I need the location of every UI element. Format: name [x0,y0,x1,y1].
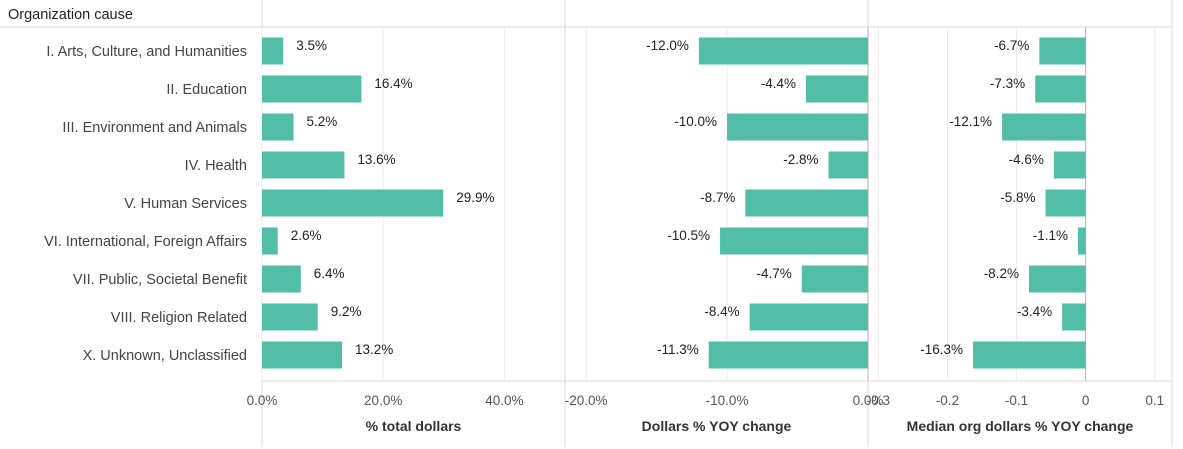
bar [262,151,345,179]
data-label: 16.4% [374,76,412,91]
data-label: -2.8% [783,152,818,167]
axis-title: Dollars % YOY change [642,418,792,434]
bar [1053,151,1086,179]
data-label: 13.6% [357,152,395,167]
tick-label: 0.1 [1145,393,1164,408]
data-label: -8.7% [700,190,735,205]
data-label: -10.0% [674,114,717,129]
data-label: -6.7% [994,38,1029,53]
tick-label: 40.0% [485,393,523,408]
bar [262,189,444,217]
bar [720,227,868,255]
data-label: -7.3% [990,76,1025,91]
data-label: 6.4% [314,266,345,281]
category-label: II. Education [166,82,247,98]
category-label: III. Environment and Animals [62,120,247,136]
tick-label: 0.0% [853,393,884,408]
bar [262,227,278,255]
data-label: -16.3% [920,342,963,357]
data-label: 9.2% [331,304,362,319]
data-label: -3.4% [1017,304,1052,319]
bar [805,75,868,103]
category-label: VIII. Religion Related [111,310,247,326]
category-label: X. Unknown, Unclassified [83,348,247,364]
data-label: -12.1% [949,114,992,129]
bar [708,341,868,369]
tick-label: -0.1 [1005,393,1028,408]
bar [828,151,868,179]
panel-1: 0.0% 20.0% 40.0% % total dollars 3.5% 16.4% 5.… [247,27,524,434]
bar [749,303,868,331]
data-label: -4.7% [756,266,791,281]
bar [262,37,284,65]
category-label: IV. Health [185,158,247,174]
data-label: -10.5% [667,228,710,243]
bar [262,75,362,103]
data-label: -4.6% [1009,152,1044,167]
bar [262,303,318,331]
bar [1035,75,1086,103]
bar [801,265,868,293]
bar [1039,37,1086,65]
tick-label: -0.2 [936,393,959,408]
data-label: -12.0% [646,38,689,53]
bar [727,113,868,141]
data-label: -11.3% [657,342,699,357]
column-header: Organization cause [8,7,133,23]
tick-label: -20.0% [565,393,608,408]
data-label: -8.2% [984,266,1019,281]
tick-label: -10.0% [706,393,749,408]
data-label: -4.4% [761,76,796,91]
bar [1078,227,1086,255]
bar [745,189,868,217]
panel-2: -20.0% -10.0% 0.0% Dollars % YOY change -12.… [565,27,884,434]
bar [698,37,868,65]
data-label: -5.8% [1000,190,1035,205]
category-label: I. Arts, Culture, and Humanities [46,44,247,60]
data-label: 5.2% [307,114,338,129]
bar [1062,303,1086,331]
tick-label: -0.3 [867,393,890,408]
data-label: 29.9% [456,190,494,205]
category-label: V. Human Services [124,196,247,212]
data-label: -8.4% [704,304,739,319]
data-label: 2.6% [291,228,322,243]
data-label: -1.1% [1033,228,1068,243]
category-label: VI. International, Foreign Affairs [44,234,247,250]
bar [262,265,301,293]
data-label: 3.5% [296,38,327,53]
data-label: 13.2% [355,342,393,357]
bar [973,341,1086,369]
bar [262,341,342,369]
axis-title: % total dollars [366,418,462,434]
bar [1028,265,1086,293]
tick-label: 20.0% [364,393,402,408]
bar [1002,113,1086,141]
tick-label: 0.0% [247,393,278,408]
category-label: VII. Public, Societal Benefit [73,272,247,288]
panel-3: -0.3 -0.2 -0.1 0 0.1 Median org dollars % YOY… [867,27,1164,434]
axis-title: Median org dollars % YOY change [907,418,1134,434]
bar [262,113,294,141]
bar [1045,189,1086,217]
tick-label: 0 [1082,393,1090,408]
